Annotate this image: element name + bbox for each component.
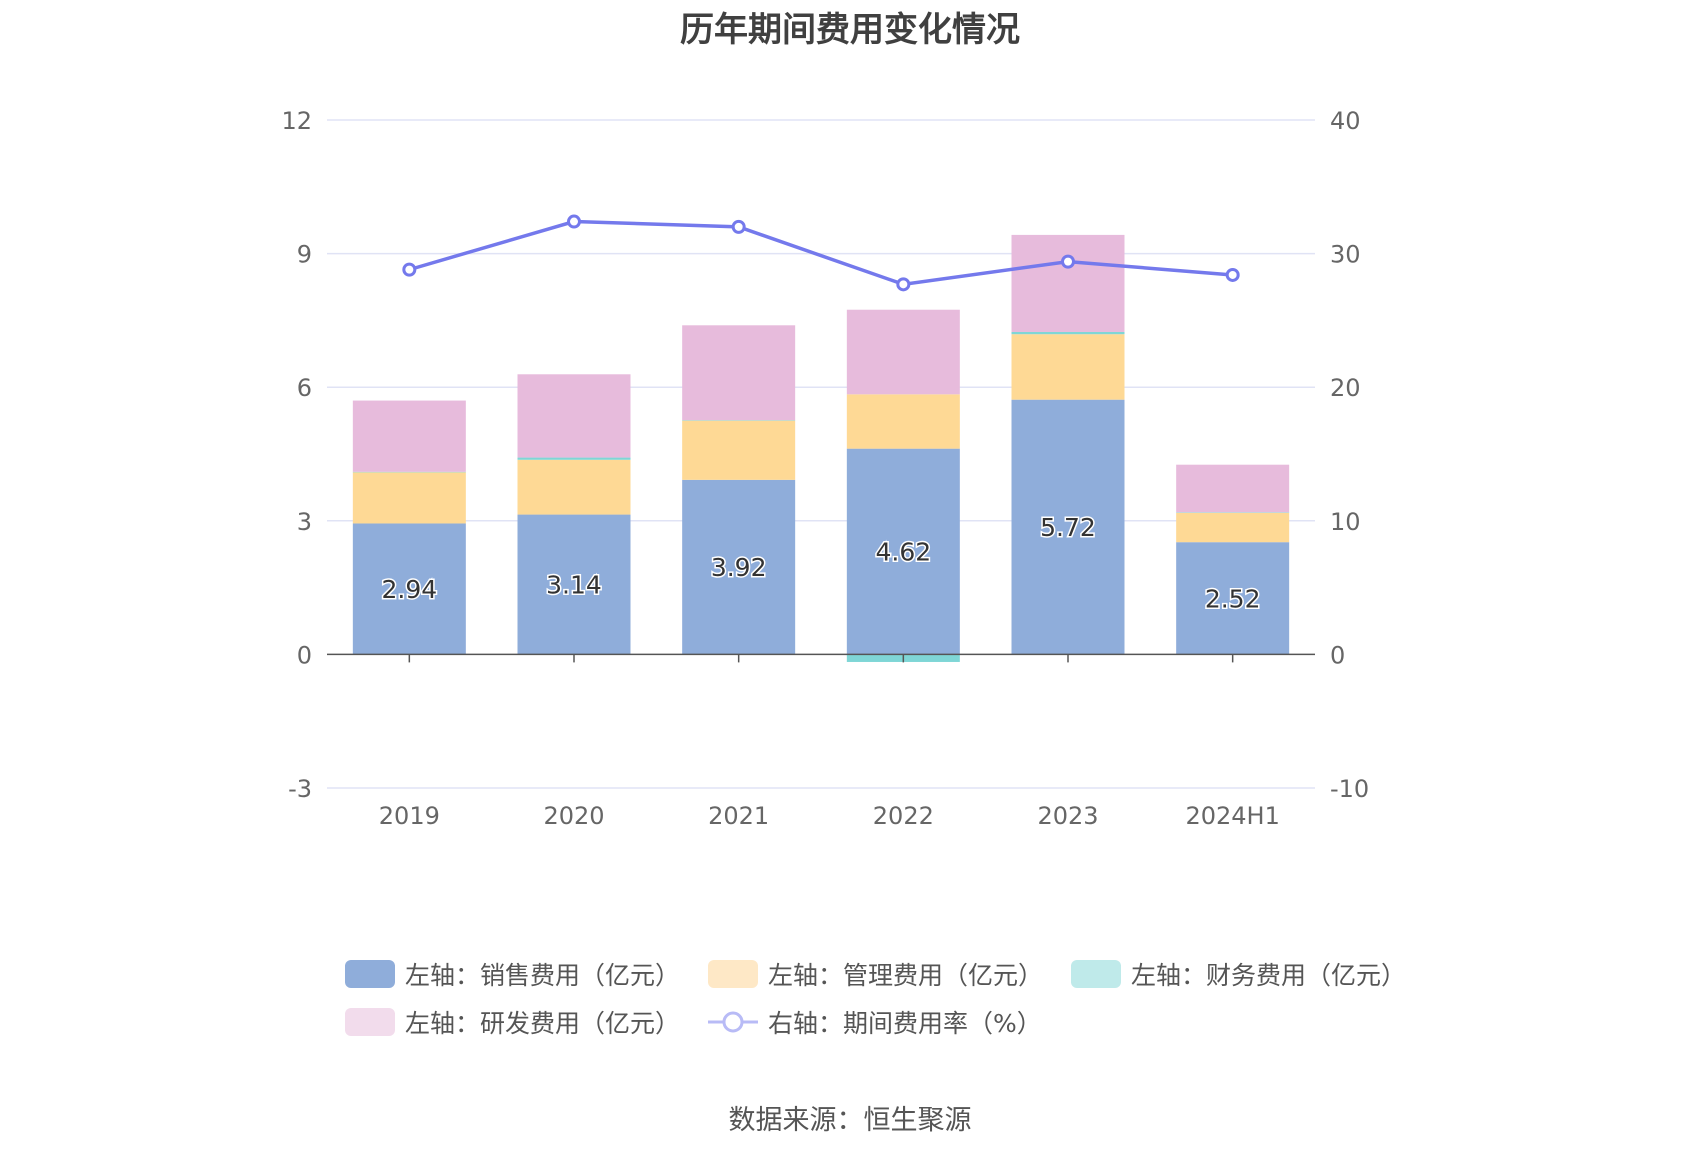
bar-value-label: 2.94 (381, 575, 437, 604)
x-axis-tick-label: 2019 (379, 802, 440, 830)
bar-segment (846, 448, 960, 655)
bar-segment (1176, 542, 1290, 655)
x-axis-tick-label: 2023 (1037, 802, 1098, 830)
bar-segment (352, 472, 466, 524)
bar-segment (352, 471, 466, 473)
right-axis-tick-label: 40 (1330, 107, 1361, 135)
grid-lines (327, 119, 1315, 789)
bar-segment (846, 309, 960, 395)
legend-label-sales: 左轴：销售费用（亿元） (405, 961, 681, 990)
legend-swatch-sales (345, 960, 395, 988)
bar-segment (682, 420, 796, 480)
rate-point (896, 277, 911, 292)
legend-label-finance: 左轴：财务费用（亿元） (1131, 961, 1407, 990)
left-axis-tick-label: -3 (288, 775, 312, 803)
legend-row-2: 左轴：研发费用（亿元） 右轴：期间费用率（%） (345, 998, 1405, 1046)
data-source: 数据来源：恒生聚源 (728, 1105, 972, 1136)
rate-line-path (408, 219, 1233, 287)
legend-swatch-rnd (345, 1008, 395, 1036)
legend-swatch-finance (1071, 960, 1122, 988)
right-axis-tick-label: 10 (1330, 508, 1361, 536)
bar-segment (1011, 331, 1125, 335)
rate-point (731, 219, 746, 234)
legend-label-rnd: 左轴：研发费用（亿元） (405, 1009, 681, 1038)
right-axis-tick-label: 30 (1330, 241, 1361, 269)
bar-segment (517, 457, 631, 460)
bar-segment (1176, 512, 1290, 513)
bar-segment (1011, 234, 1125, 332)
legend-label-rate: 右轴：期间费用率（%） (768, 1009, 1042, 1038)
bar-segment (1176, 512, 1290, 543)
legend-label-admin: 左轴：管理费用（亿元） (768, 961, 1044, 990)
bar-value-label: 3.92 (711, 553, 767, 582)
bar-labels: 2.94 3.14 3.92 4.62 5.72 2.52 (380, 512, 1262, 615)
right-axis-tick-label: 0 (1330, 641, 1345, 669)
left-axis-tick-label: 12 (281, 107, 312, 135)
bar-segment (682, 420, 796, 421)
legend-swatch-admin (708, 960, 759, 988)
bar-segment (517, 514, 631, 655)
rate-point (567, 214, 581, 229)
rate-point (402, 262, 417, 277)
legend-item-finance[interactable]: 左轴：财务费用（亿元） (1071, 956, 1406, 992)
bar-segment (1011, 399, 1125, 655)
legend-row-1: 左轴：销售费用（亿元） 左轴：管理费用（亿元） 左轴：财务费用（亿元） (345, 950, 1406, 998)
chart-title: 历年期间费用变化情况 (680, 10, 1020, 50)
right-axis-tick-label: 20 (1330, 374, 1361, 402)
bar-segment (682, 325, 796, 421)
legend-item-rnd[interactable]: 左轴：研发费用（亿元） (345, 1004, 680, 1040)
legend-item-sales[interactable]: 左轴：销售费用（亿元） (345, 956, 680, 992)
bar-segment (517, 459, 631, 515)
legend-item-rate[interactable]: 右轴：期间费用率（%） (708, 1004, 1042, 1040)
legend-swatch-rate (708, 1008, 759, 1036)
left-axis-tick-label: 6 (297, 374, 312, 402)
legend-line-icon (708, 1011, 759, 1033)
left-axis-tick-label: 9 (297, 241, 312, 269)
legend-item-admin[interactable]: 左轴：管理费用（亿元） (708, 956, 1043, 992)
x-axis-tick-label: 2024H1 (1185, 802, 1279, 830)
rate-point (1225, 267, 1240, 282)
bar-value-label: 2.52 (1205, 584, 1261, 613)
rate-point (1061, 254, 1075, 269)
bars (352, 234, 1290, 662)
right-axis-tick-label: -10 (1330, 775, 1369, 803)
axes: 12 40 9 30 6 20 3 10 0 0 -3 -10 2019 2020 2021 2022 2023… (281, 107, 1369, 830)
left-axis-tick-label: 3 (297, 508, 312, 536)
bar-value-label: 5.72 (1040, 513, 1096, 542)
bar-value-label: 4.62 (875, 538, 931, 567)
bar-segment (352, 523, 466, 655)
rate-line (402, 214, 1240, 292)
bar-value-label: 3.14 (546, 570, 602, 599)
bar-segment (352, 400, 466, 472)
legend: 左轴：销售费用（亿元） 左轴：管理费用（亿元） 左轴：财务费用（亿元） 左轴：研… (345, 950, 1406, 1046)
bar-segment (1011, 334, 1125, 400)
x-axis-tick-label: 2021 (708, 802, 769, 830)
bar-segment (517, 374, 631, 458)
x-axis-tick-label: 2022 (873, 802, 934, 830)
left-axis-tick-label: 0 (297, 641, 312, 669)
bar-segment (682, 479, 796, 655)
bar-segment (1176, 464, 1290, 513)
bar-segment (846, 394, 960, 449)
x-axis-tick-label: 2020 (543, 802, 604, 830)
